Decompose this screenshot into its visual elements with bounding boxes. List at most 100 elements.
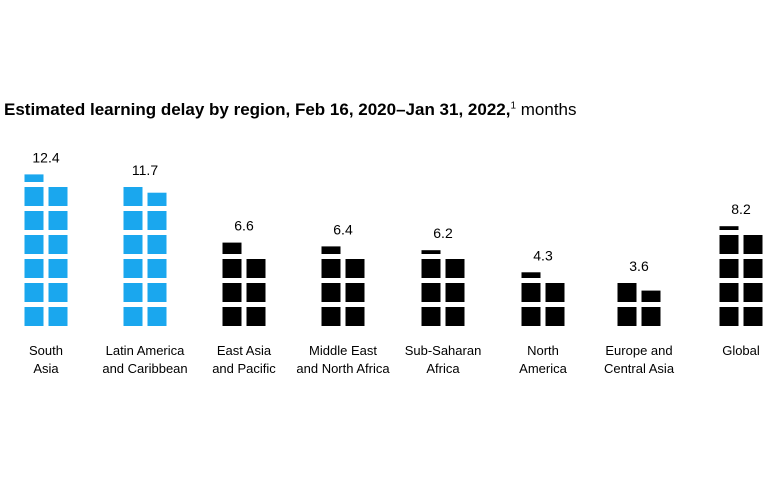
- bar-square: [421, 307, 441, 326]
- bar-square: [147, 307, 167, 326]
- bar-square: [743, 235, 763, 254]
- category-label: Middle East: [309, 343, 377, 358]
- bar-3: [321, 246, 365, 326]
- bar-partial-square: [321, 246, 341, 254]
- value-label: 11.7: [132, 162, 158, 178]
- bar-square: [48, 187, 68, 206]
- bar-0: [24, 174, 68, 326]
- bar-square: [24, 307, 44, 326]
- bar-square: [445, 283, 465, 302]
- bar-square: [48, 283, 68, 302]
- bar-square: [521, 283, 541, 302]
- bar-square: [48, 259, 68, 278]
- bar-square: [147, 259, 167, 278]
- bar-square: [545, 283, 565, 302]
- bar-square: [222, 307, 242, 326]
- category-label: Latin America: [106, 343, 186, 358]
- category-label: East Asia: [217, 343, 272, 358]
- bar-square: [719, 235, 739, 254]
- category-label: Global: [722, 343, 760, 358]
- bar-square: [617, 283, 637, 302]
- value-label: 8.2: [731, 201, 751, 217]
- bar-square: [445, 259, 465, 278]
- bar-square: [48, 235, 68, 254]
- bar-square: [24, 235, 44, 254]
- bar-square: [719, 259, 739, 278]
- category-label: Africa: [426, 361, 460, 376]
- bar-partial-square: [24, 174, 44, 182]
- bar-square: [123, 235, 143, 254]
- chart-title-text: Estimated learning delay by region, Feb …: [4, 100, 511, 119]
- bar-square: [321, 283, 341, 302]
- bar-square: [123, 211, 143, 230]
- chart-title: Estimated learning delay by region, Feb …: [4, 100, 577, 120]
- bar-square: [321, 259, 341, 278]
- bar-square: [246, 259, 266, 278]
- unit-label: months: [520, 100, 577, 119]
- bar-square: [421, 283, 441, 302]
- category-label: and Pacific: [212, 361, 276, 376]
- value-label: 6.2: [433, 225, 453, 241]
- category-label: America: [519, 361, 567, 376]
- bar-square: [421, 259, 441, 278]
- bar-square: [147, 235, 167, 254]
- bar-square: [246, 283, 266, 302]
- category-label: Sub-Saharan: [405, 343, 482, 358]
- bar-partial-square: [719, 226, 739, 230]
- bar-square: [222, 259, 242, 278]
- category-label: Asia: [33, 361, 59, 376]
- bar-partial-square: [641, 290, 661, 302]
- bar-square: [743, 283, 763, 302]
- bar-square: [617, 307, 637, 326]
- bar-square: [123, 259, 143, 278]
- bar-square: [24, 259, 44, 278]
- value-label: 12.4: [32, 149, 59, 165]
- title-footnote: 1: [510, 100, 517, 112]
- category-label: Central Asia: [604, 361, 675, 376]
- bar-7: [719, 226, 763, 326]
- value-label: 3.6: [629, 258, 649, 274]
- bar-square: [641, 307, 661, 326]
- category-label: Europe and: [605, 343, 672, 358]
- bar-partial-square: [521, 272, 541, 278]
- category-label: and Caribbean: [102, 361, 187, 376]
- bar-square: [24, 211, 44, 230]
- bar-square: [48, 307, 68, 326]
- bar-square: [123, 307, 143, 326]
- bar-square: [719, 307, 739, 326]
- bar-square: [743, 307, 763, 326]
- bar-4: [421, 250, 465, 326]
- bar-square: [24, 187, 44, 206]
- bar-square: [24, 283, 44, 302]
- value-label: 6.4: [333, 221, 353, 237]
- bar-square: [345, 307, 365, 326]
- bar-square: [445, 307, 465, 326]
- bar-square: [246, 307, 266, 326]
- bar-square: [123, 187, 143, 206]
- bar-square: [345, 259, 365, 278]
- category-label: South: [29, 343, 63, 358]
- value-label: 6.6: [234, 218, 254, 234]
- bar-square: [123, 283, 143, 302]
- value-label: 4.3: [533, 247, 553, 263]
- bar-square: [521, 307, 541, 326]
- bar-square: [321, 307, 341, 326]
- bar-square: [48, 211, 68, 230]
- bar-partial-square: [222, 242, 242, 254]
- bar-2: [222, 242, 266, 326]
- bar-square: [147, 211, 167, 230]
- category-label: and North Africa: [296, 361, 390, 376]
- category-label: North: [527, 343, 559, 358]
- bar-partial-square: [421, 250, 441, 254]
- bar-square: [719, 283, 739, 302]
- bar-square: [147, 283, 167, 302]
- bar-1: [123, 187, 167, 326]
- bar-square: [545, 307, 565, 326]
- bar-partial-square: [147, 192, 167, 206]
- bar-square: [345, 283, 365, 302]
- bar-square: [743, 259, 763, 278]
- bar-5: [521, 272, 565, 326]
- bar-6: [617, 283, 661, 326]
- bar-square: [222, 283, 242, 302]
